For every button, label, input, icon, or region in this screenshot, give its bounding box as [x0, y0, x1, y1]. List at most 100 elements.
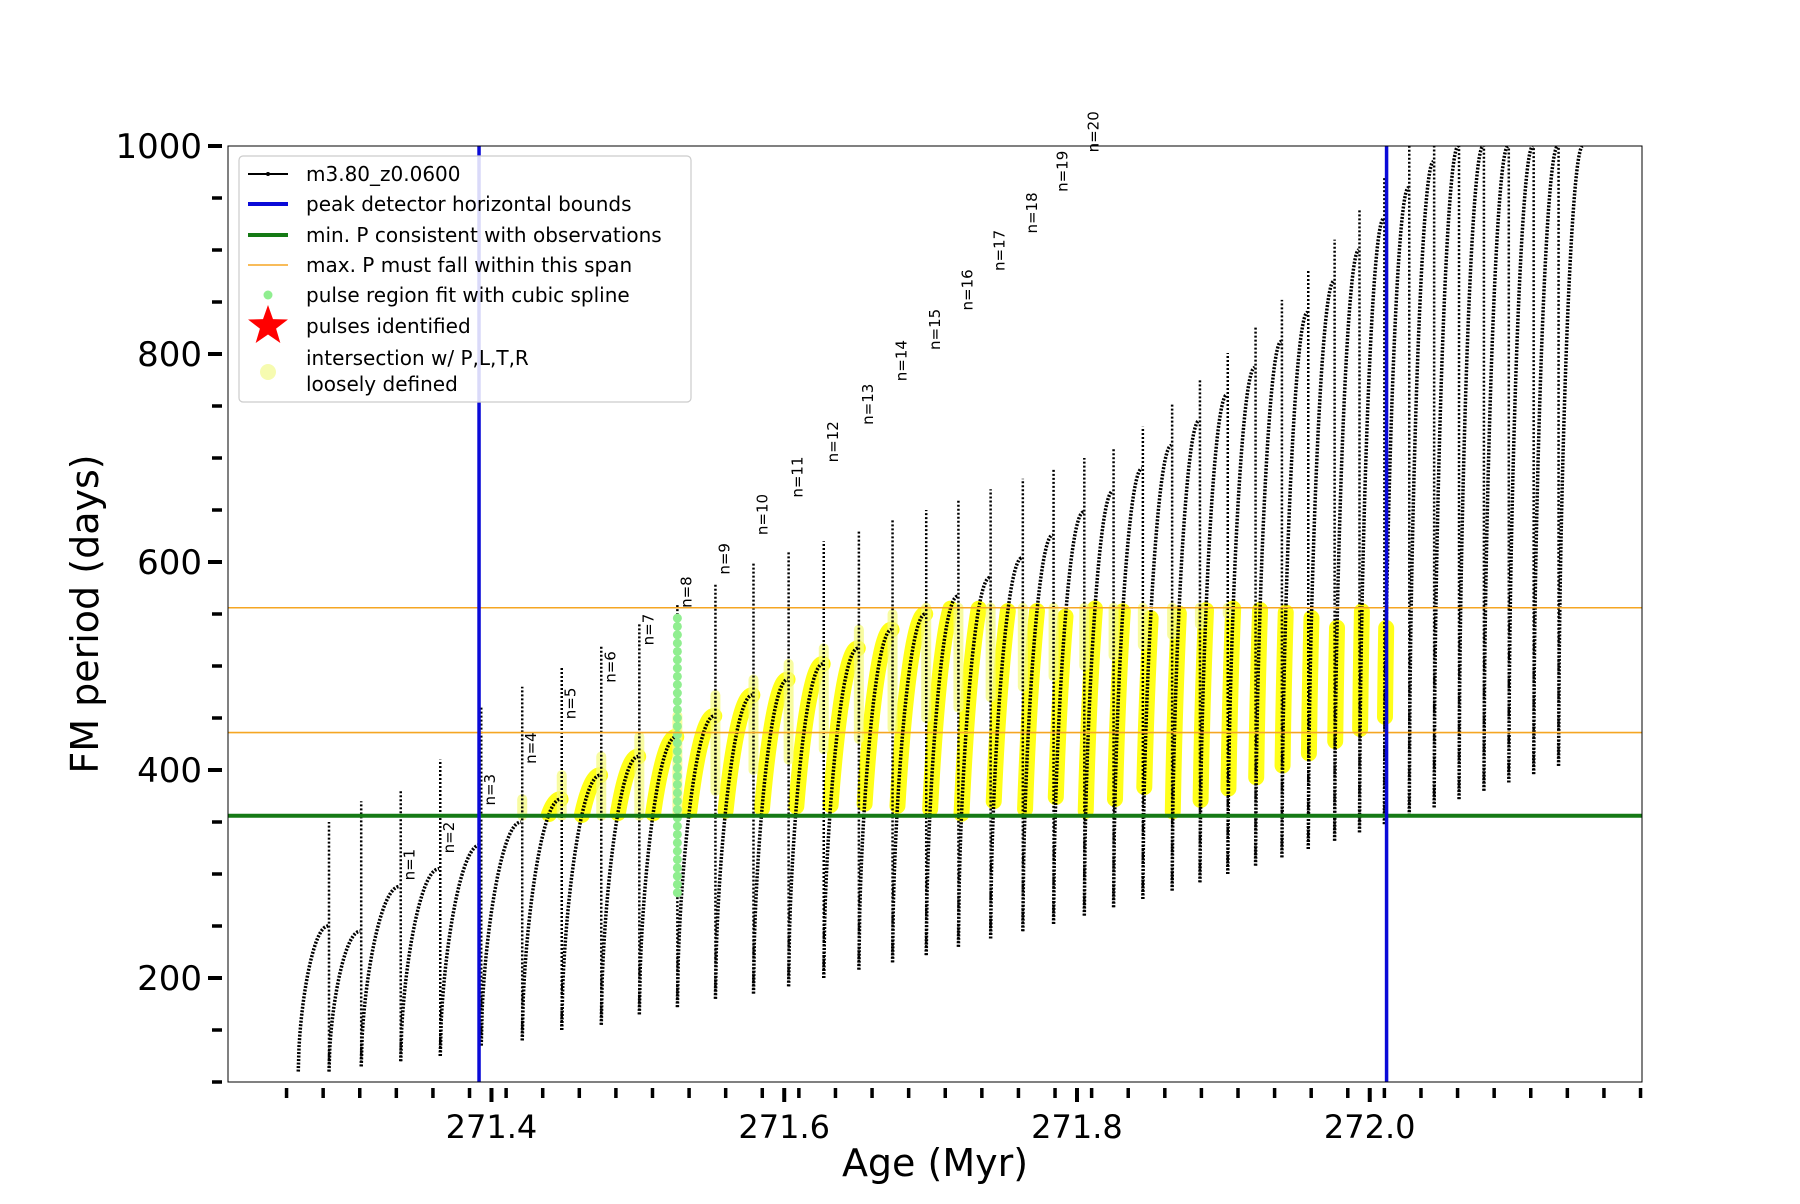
pulse-curve-29 — [1253, 339, 1282, 866]
spline-dot-1-7 — [672, 838, 682, 848]
spline-dot-1-17 — [672, 755, 682, 765]
x-axis-label: Age (Myr) — [842, 1141, 1028, 1185]
pulse-curve-36 — [1432, 146, 1460, 808]
spline-dot-1-20 — [672, 730, 682, 740]
pulse-curve-35 — [1407, 160, 1435, 816]
pulse-curve-39 — [1507, 146, 1534, 783]
pulse-curve-13 — [751, 677, 788, 994]
pulse-label-13: n=13 — [859, 384, 877, 425]
pulse-curve-33 — [1357, 217, 1385, 833]
spline-region-layer — [672, 613, 682, 898]
pulse-curve-28 — [1226, 365, 1256, 875]
pulse-curve-20 — [988, 556, 1023, 939]
spline-dot-1-19 — [672, 738, 682, 748]
spline-dot-1-25 — [672, 688, 682, 698]
spline-dot-1-9 — [672, 821, 682, 831]
pulse-label-18: n=18 — [1023, 192, 1041, 233]
spline-dot-1-31 — [672, 638, 682, 648]
spline-dot-1-22 — [672, 713, 682, 723]
pulse-label-11: n=11 — [789, 457, 807, 498]
pulse-curve-37 — [1457, 146, 1484, 800]
spline-dot-1-11 — [672, 805, 682, 815]
pulse-label-14: n=14 — [893, 340, 911, 381]
pulse-curve-12 — [713, 693, 753, 999]
pulse-label-4: n=4 — [522, 732, 540, 764]
reference-hlines — [228, 606, 1642, 818]
spline-dot-1-27 — [672, 671, 682, 681]
pulse-curve-26 — [1170, 418, 1200, 891]
x-tick-label-1: 271.4 — [446, 1108, 538, 1146]
pulse-label-19: n=19 — [1054, 151, 1072, 192]
spline-dot-1-18 — [672, 746, 682, 756]
pulse-curve-7 — [520, 797, 561, 1041]
pulse-label-3: n=3 — [481, 774, 499, 806]
pulse-labels: n=1 n=2 n=3 n=4 n=5 n=6 n=7 n=8 n=9 n=10 n=11 n=12 n… — [401, 111, 1103, 880]
pulse-curve-3 — [359, 884, 400, 1067]
pulse-label-2: n=2 — [440, 822, 458, 854]
pulse-label-10: n=10 — [753, 494, 771, 535]
pulse-curve-38 — [1482, 146, 1509, 791]
pulse-curve-34 — [1382, 186, 1410, 825]
spline-dot-1-2 — [672, 879, 682, 889]
y-tick-label-5: 1000 — [115, 127, 202, 167]
pulse-curve-5 — [438, 843, 481, 1057]
legend-label-7: intersection w/ P,L,T,R — [306, 346, 529, 370]
spline-dot-1-23 — [672, 705, 682, 715]
pulse-label-15: n=15 — [926, 309, 944, 350]
spline-dot-1-6 — [672, 846, 682, 856]
pulse-curve-11 — [675, 714, 715, 1008]
pulse-label-5: n=5 — [562, 688, 580, 720]
spline-dot-1-12 — [672, 796, 682, 806]
y-tick-label-4: 800 — [137, 335, 202, 375]
pulse-curve-27 — [1198, 392, 1228, 883]
legend-label-2: peak detector horizontal bounds — [306, 192, 632, 216]
pulse-curve-8 — [559, 773, 601, 1031]
y-axis-label: FM period (days) — [63, 454, 107, 773]
legend-label-1: m3.80_z0.0600 — [306, 162, 461, 186]
intersection-arc-27 — [1192, 602, 1215, 809]
pulse-curve-19 — [956, 575, 991, 947]
spline-dot-1-5 — [672, 854, 682, 864]
y-tick-label-2: 400 — [137, 751, 202, 791]
pulse-curve-16 — [857, 627, 892, 970]
axes: 271.4 271.6 271.8 272.0 200 400 600 800 1000 — [115, 127, 1643, 1146]
pulse-curve-31 — [1306, 279, 1335, 850]
spline-dot-1-15 — [672, 771, 682, 781]
pulse-curve-24 — [1111, 466, 1143, 908]
pulse-curve-17 — [890, 612, 926, 963]
pulse-curve-15 — [822, 646, 859, 979]
pulse-label-12: n=12 — [824, 421, 842, 462]
spline-dot-1-28 — [672, 663, 682, 673]
pulse-curve-25 — [1141, 443, 1172, 899]
plot-frame — [227, 145, 1643, 1083]
pulse-curve-41 — [1556, 146, 1584, 766]
spline-dot-1-33 — [672, 621, 682, 631]
pulse-label-7: n=7 — [639, 614, 657, 646]
pulse-curve-6 — [479, 820, 522, 1046]
legend-symbol-7 — [260, 364, 276, 380]
legend-label-3: min. P consistent with observations — [306, 223, 662, 247]
x-tick-label-3: 271.8 — [1031, 1108, 1123, 1146]
y-tick-label-3: 600 — [137, 543, 202, 583]
spline-dot-1-24 — [672, 696, 682, 706]
spline-dot-1-16 — [672, 763, 682, 773]
pulse-label-1: n=1 — [401, 849, 419, 881]
intersection-arc-14 — [788, 655, 831, 815]
pulse-curve-2 — [327, 929, 361, 1072]
pulse-curve-40 — [1531, 146, 1559, 775]
legend-label-6: pulses identified — [306, 314, 471, 338]
pulse-label-8: n=8 — [677, 576, 695, 608]
spline-dot-1-14 — [672, 780, 682, 790]
pulse-label-16: n=16 — [958, 269, 976, 310]
legend-label-7-line2: loosely defined — [306, 372, 458, 396]
legend-symbol-1-dot — [266, 172, 270, 176]
pulse-label-6: n=6 — [601, 651, 619, 683]
spline-dot-1-29 — [672, 655, 682, 665]
legend-box — [238, 155, 692, 403]
pulse-series-layer — [296, 146, 1584, 1072]
x-tick-label-2: 271.6 — [738, 1108, 830, 1146]
pulse-curve-32 — [1332, 248, 1360, 841]
